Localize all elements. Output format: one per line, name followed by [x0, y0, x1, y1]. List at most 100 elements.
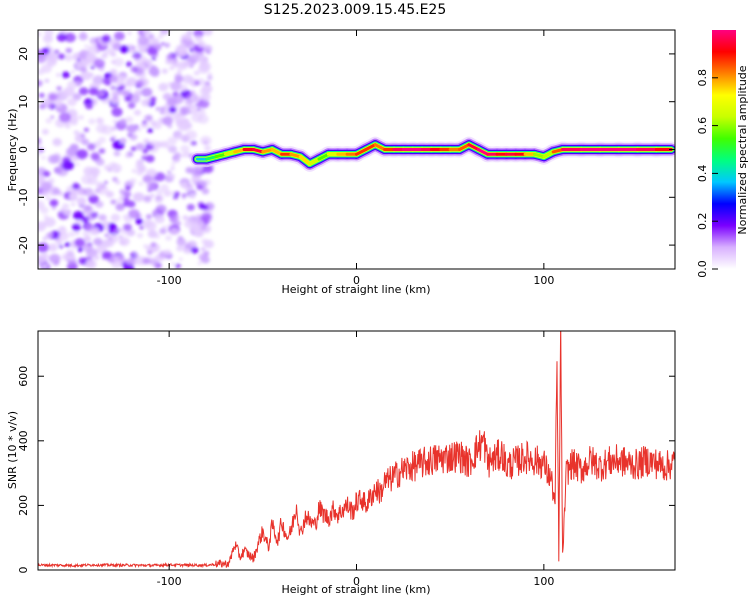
noise-speck — [75, 231, 80, 235]
noise-speck — [82, 205, 94, 215]
noise-speck — [185, 167, 194, 174]
noise-speck — [169, 227, 179, 236]
ridge-core-segment — [373, 143, 387, 151]
noise-speck — [81, 138, 90, 146]
noise-speck — [154, 215, 165, 224]
noise-speck — [197, 261, 202, 265]
noise-speck — [58, 244, 64, 249]
noise-speck — [113, 57, 124, 67]
noise-speck — [192, 219, 205, 230]
noise-speck — [125, 61, 132, 67]
noise-speck — [183, 122, 193, 130]
noise-speck — [81, 216, 90, 223]
noise-speck — [93, 254, 100, 261]
noise-speck — [194, 35, 203, 43]
noise-speck — [180, 145, 190, 153]
noise-speck — [204, 48, 209, 53]
noise-speck — [127, 200, 136, 208]
noise-speck — [116, 198, 122, 203]
noise-speck — [42, 34, 54, 43]
noise-speck — [57, 53, 66, 60]
ridge-core-segment — [214, 152, 227, 159]
noise-speck — [189, 90, 196, 95]
noise-speck — [200, 108, 205, 112]
noise-speck — [151, 38, 160, 45]
noise-speck — [90, 211, 99, 219]
spectrogram-xtick-label: 100 — [533, 274, 554, 287]
noise-speck — [64, 54, 73, 62]
ridge-core-segment — [223, 150, 237, 156]
noise-speck — [47, 52, 59, 62]
noise-speck — [161, 68, 168, 74]
noise-speck — [62, 203, 70, 210]
noise-speck — [142, 219, 153, 229]
noise-speck — [101, 239, 112, 248]
ridge-core-segment — [252, 148, 265, 154]
noise-speck — [73, 117, 79, 122]
noise-speck — [145, 114, 153, 121]
colorbar-tick-label: 0.8 — [696, 69, 709, 87]
noise-speck — [142, 120, 147, 125]
noise-speck — [76, 197, 87, 206]
noise-speck — [182, 60, 191, 68]
noise-speck — [142, 148, 149, 154]
noise-speck — [139, 225, 144, 230]
ridge-core-segment — [289, 152, 302, 159]
noise-speck — [88, 192, 93, 196]
noise-speck — [174, 45, 185, 54]
noise-speck — [78, 257, 87, 265]
noise-speck — [146, 181, 156, 190]
noise-speck — [200, 135, 212, 146]
noise-speck — [158, 82, 169, 92]
noise-speck — [113, 252, 117, 256]
noise-speck — [67, 98, 77, 107]
noise-speck — [129, 178, 137, 184]
noise-speck — [78, 32, 88, 41]
noise-speck — [161, 30, 168, 33]
noise-speck — [68, 231, 76, 237]
noise-speck — [110, 126, 117, 131]
noise-speck — [150, 96, 157, 102]
noise-speck — [90, 152, 100, 161]
noise-speck — [175, 133, 184, 140]
noise-speck — [101, 251, 112, 260]
noise-speck — [127, 132, 133, 138]
noise-speck — [48, 93, 58, 101]
snr-panel: -100 0 100 0 200 400 600 Height of straight li… — [6, 330, 676, 596]
noise-speck — [185, 130, 198, 140]
noise-speck — [56, 73, 61, 77]
noise-speck — [38, 92, 45, 98]
noise-speck — [137, 30, 149, 36]
noise-speck — [42, 264, 47, 268]
noise-speck — [200, 247, 206, 252]
noise-speck — [135, 79, 145, 87]
noise-speck — [151, 56, 157, 61]
noise-speck — [64, 32, 76, 43]
noise-speck — [150, 69, 160, 77]
noise-speck — [52, 187, 61, 195]
ridge-core-segment — [298, 155, 312, 166]
noise-speck — [145, 154, 155, 163]
spectrogram-xlabel: Height of straight line (km) — [281, 283, 430, 296]
colorbar-gradient — [712, 30, 736, 269]
ridge-core-segment — [458, 143, 471, 151]
noise-speck — [171, 214, 180, 222]
noise-speck — [96, 117, 105, 125]
noise-speck — [143, 138, 150, 144]
noise-speck — [42, 170, 51, 177]
noise-speck — [93, 58, 105, 68]
noise-speck — [118, 74, 127, 81]
noise-speck — [103, 221, 108, 225]
noise-speck — [123, 223, 132, 231]
ridge-core-segment — [317, 152, 330, 161]
noise-speck — [162, 116, 173, 126]
noise-speck — [45, 44, 50, 48]
snr-xtick-label: 0 — [353, 575, 360, 588]
ridge-core-segment — [270, 148, 284, 156]
noise-speck — [127, 31, 132, 35]
noise-speck — [61, 71, 70, 79]
noise-speck — [176, 221, 182, 226]
noise-speck — [88, 87, 99, 96]
noise-speck — [124, 96, 132, 102]
